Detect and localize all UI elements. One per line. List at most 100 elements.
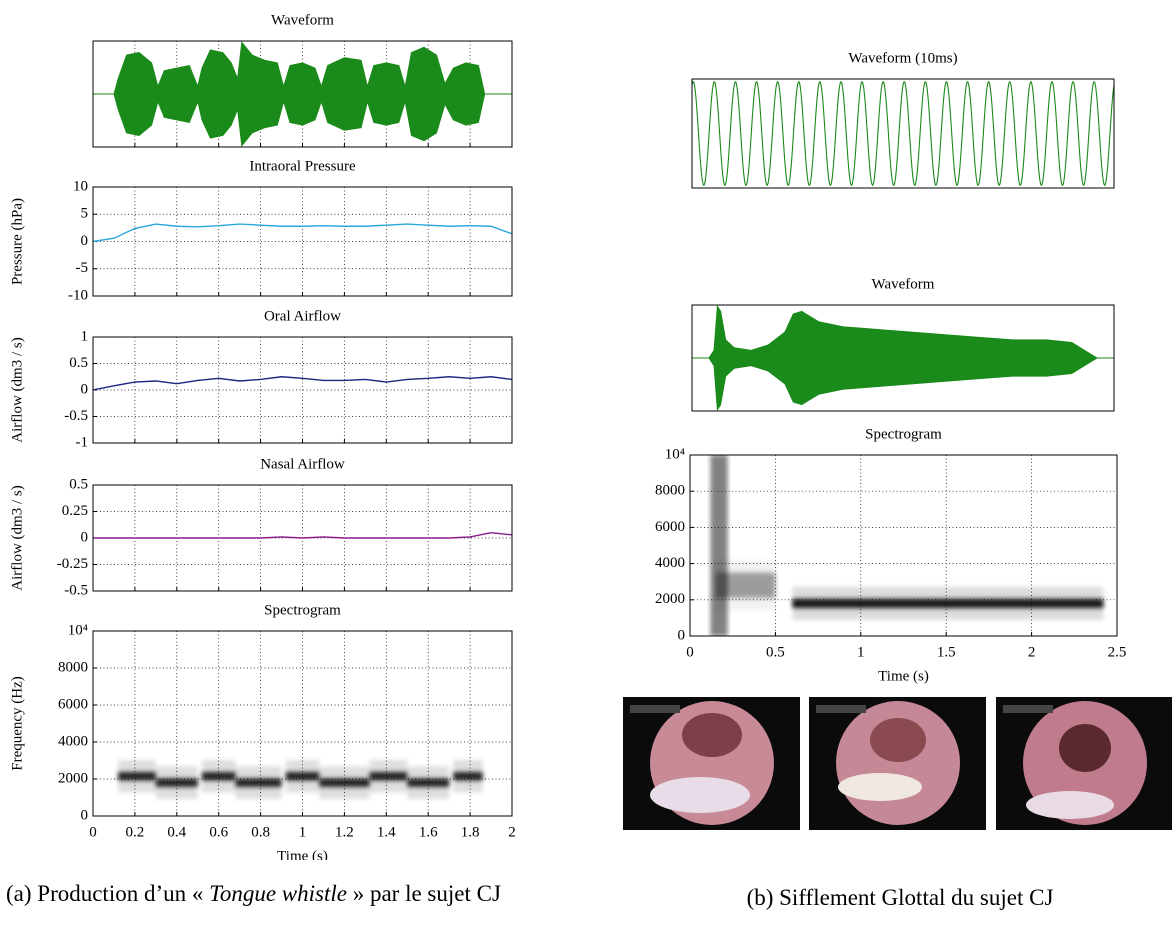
spectral-band bbox=[319, 778, 370, 787]
plot-frame bbox=[92, 40, 513, 148]
x-axis-label: Time (s) bbox=[277, 848, 328, 860]
spectral-band bbox=[201, 772, 236, 781]
y-axis-label: Frequency (Hz) bbox=[9, 676, 25, 771]
data-line bbox=[93, 376, 512, 391]
chart-title: Oral Airflow bbox=[264, 308, 341, 324]
x-tick-label: 1.6 bbox=[419, 824, 438, 840]
x-tick-label: 0 bbox=[89, 824, 97, 840]
y-tick-label: 0.5 bbox=[69, 476, 88, 492]
plot-frame bbox=[691, 304, 1115, 412]
plot-frame bbox=[689, 454, 1118, 637]
x-tick-label: 1.5 bbox=[937, 644, 956, 660]
x-tick-label: 2 bbox=[1028, 644, 1036, 660]
x-tick-label: 0.5 bbox=[766, 644, 785, 660]
y-tick-label: -10 bbox=[68, 287, 88, 303]
plot-area bbox=[692, 81, 1114, 186]
spectral-band bbox=[285, 772, 320, 781]
plot-area bbox=[93, 41, 512, 147]
y-tick-label: 10 bbox=[73, 178, 88, 194]
plot-area bbox=[692, 305, 1114, 411]
chart-panel: Spectrogram Frequency (Hz) Time (s) 0 0.2 0.4… bbox=[9, 602, 515, 860]
chart-panel: Waveform bbox=[92, 12, 513, 148]
chart-title: Spectrogram bbox=[865, 426, 942, 442]
y-tick-label: 8000 bbox=[655, 483, 685, 499]
y-axis-label: Pressure (hPa) bbox=[9, 198, 25, 285]
y-tick-label: 0.5 bbox=[69, 355, 88, 371]
x-tick-label: 0 bbox=[686, 644, 694, 660]
chart-title: Waveform bbox=[271, 12, 334, 28]
y-tick-label: -0.25 bbox=[57, 556, 88, 572]
x-tick-label: 2 bbox=[508, 824, 516, 840]
x-tick-label: 1.2 bbox=[335, 824, 354, 840]
caption-a: (a) Production d’un « Tongue whistle » p… bbox=[6, 880, 586, 908]
caption-text: (a) Production d’un « bbox=[6, 881, 210, 906]
y-tick-label: 8000 bbox=[58, 659, 88, 675]
data-line bbox=[93, 531, 512, 539]
y-tick-label: 0 bbox=[81, 529, 89, 545]
x-axis-label: Time (s) bbox=[878, 668, 929, 684]
y-tick-label: -5 bbox=[76, 260, 89, 276]
caption-b: (b) Sifflement Glottal du sujet CJ bbox=[746, 885, 1054, 910]
spectral-band bbox=[369, 772, 408, 781]
x-tick-label: 2.5 bbox=[1108, 644, 1127, 660]
plot-frame bbox=[92, 336, 513, 444]
x-tick-label: 0.6 bbox=[209, 824, 228, 840]
x-tick-label: 1.8 bbox=[461, 824, 480, 840]
plot-area bbox=[93, 223, 512, 243]
chart-title: Nasal Airflow bbox=[260, 456, 345, 472]
y-tick-label: 0 bbox=[81, 381, 89, 397]
chart-panel: Waveform bbox=[691, 276, 1115, 412]
chart-panel: Oral Airflow Airflow (dm3 / s) -1 -0.5 0 0.5 1 bbox=[9, 308, 513, 450]
plot-frame bbox=[92, 484, 513, 592]
charts: Waveform Intraoral Pressure Pressure (hPa)… bbox=[9, 12, 1172, 860]
y-axis-label: Airflow (dm3 / s) bbox=[9, 485, 25, 590]
x-tick-label: 1 bbox=[857, 644, 865, 660]
y-tick-label: 10⁴ bbox=[68, 622, 88, 638]
plot-frame bbox=[92, 186, 513, 297]
chart-title: Intraoral Pressure bbox=[249, 158, 356, 174]
x-tick-label: 0.8 bbox=[251, 824, 270, 840]
spectral-band bbox=[715, 572, 776, 598]
x-tick-label: 1.4 bbox=[377, 824, 396, 840]
y-tick-label: 0 bbox=[81, 807, 89, 823]
y-tick-label: -0.5 bbox=[64, 582, 88, 598]
plot-area bbox=[93, 531, 512, 539]
spectral-band bbox=[235, 778, 282, 787]
chart-title: Waveform (10ms) bbox=[848, 50, 957, 66]
plot-frame bbox=[92, 630, 513, 817]
chart-panel: Intraoral Pressure Pressure (hPa) -10 -5 0 5 1… bbox=[9, 158, 513, 303]
x-tick-label: 0.4 bbox=[167, 824, 186, 840]
y-axis-label: Airflow (dm3 / s) bbox=[9, 337, 25, 442]
spectral-band bbox=[118, 772, 156, 781]
plot-frame bbox=[691, 78, 1115, 189]
y-tick-label: 1 bbox=[81, 328, 89, 344]
x-tick-label: 0.2 bbox=[126, 824, 145, 840]
chart-title: Waveform bbox=[872, 276, 935, 292]
y-tick-label: 0.25 bbox=[62, 503, 88, 519]
y-tick-label: 0 bbox=[678, 627, 686, 643]
spectral-band bbox=[407, 778, 450, 787]
x-tick-label: 1 bbox=[299, 824, 307, 840]
plot-area bbox=[118, 760, 483, 799]
plot-area bbox=[93, 376, 512, 391]
y-tick-label: -0.5 bbox=[64, 408, 88, 424]
caption-text: » par le sujet CJ bbox=[346, 881, 501, 906]
y-tick-label: 10⁴ bbox=[665, 446, 685, 462]
y-tick-label: 6000 bbox=[655, 519, 685, 535]
y-tick-label: 6000 bbox=[58, 696, 88, 712]
data-line bbox=[93, 223, 512, 243]
endoscopy-photos bbox=[623, 697, 1172, 830]
sine-wave bbox=[692, 81, 1114, 186]
caption-emphasis: Tongue whistle bbox=[209, 881, 347, 906]
chart-panel: Waveform (10ms) bbox=[691, 50, 1115, 189]
y-tick-label: -1 bbox=[76, 434, 89, 450]
y-tick-label: 4000 bbox=[655, 555, 685, 571]
chart-title: Spectrogram bbox=[264, 602, 341, 618]
y-tick-label: 2000 bbox=[655, 591, 685, 607]
y-tick-label: 5 bbox=[81, 206, 89, 222]
spectral-band bbox=[792, 598, 1104, 608]
y-tick-label: 4000 bbox=[58, 733, 88, 749]
chart-panel: Spectrogram Time (s) 0 0.5 1 1.5 2 2.5 0 2000 4000… bbox=[655, 426, 1126, 684]
spectral-band bbox=[155, 778, 198, 787]
